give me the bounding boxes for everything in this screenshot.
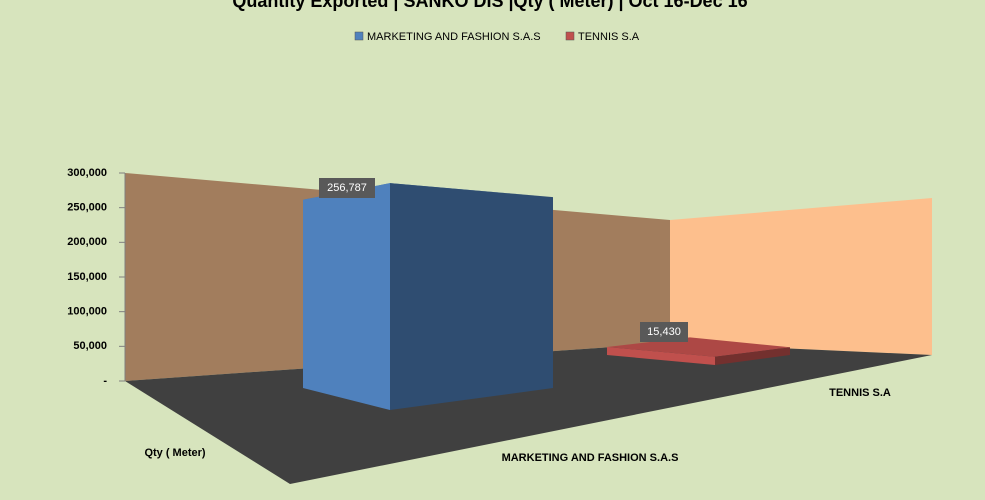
data-label-box xyxy=(319,178,375,198)
data-label: 15,430 xyxy=(647,326,681,338)
y-tick-label: 250,000 xyxy=(67,202,107,214)
y-tick-label: 50,000 xyxy=(73,340,107,352)
chart-title: Quantity Exported | SANKO DIS |Qty ( Met… xyxy=(232,0,747,11)
y-tick-label: 100,000 xyxy=(67,306,107,318)
bar-side xyxy=(303,183,390,410)
legend-swatch xyxy=(565,31,575,41)
y-tick-label: - xyxy=(103,375,107,387)
y-tick-label: 200,000 xyxy=(67,236,107,248)
depth-axis-label: MARKETING AND FASHION S.A.S xyxy=(502,452,679,464)
bar-top xyxy=(607,337,790,357)
depth-axis-label: TENNIS S.A xyxy=(829,387,891,399)
legend-label: MARKETING AND FASHION S.A.S xyxy=(367,31,541,43)
legend-swatch xyxy=(354,31,364,41)
bar-side xyxy=(607,347,715,365)
category-label: Qty ( Meter) xyxy=(144,447,205,459)
y-tick-label: 300,000 xyxy=(67,167,107,179)
legend-label: TENNIS S.A xyxy=(578,31,640,43)
bar-front xyxy=(715,347,790,365)
data-label-box xyxy=(640,322,688,342)
bar-front xyxy=(390,183,553,410)
data-label: 256,787 xyxy=(327,182,367,194)
side-wall xyxy=(670,198,932,355)
y-tick-label: 150,000 xyxy=(67,271,107,283)
